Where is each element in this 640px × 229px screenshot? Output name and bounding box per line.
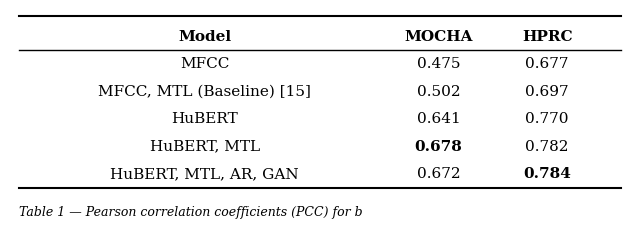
Text: 0.672: 0.672	[417, 167, 460, 181]
Text: 0.782: 0.782	[525, 139, 569, 154]
Text: Table 1 — Pearson correlation coefficients (PCC) for b: Table 1 — Pearson correlation coefficien…	[19, 207, 363, 219]
Text: 0.678: 0.678	[415, 139, 462, 154]
Text: 0.770: 0.770	[525, 112, 569, 126]
Text: HuBERT, MTL, AR, GAN: HuBERT, MTL, AR, GAN	[111, 167, 299, 181]
Text: 0.502: 0.502	[417, 85, 460, 99]
Text: MFCC, MTL (Baseline) [15]: MFCC, MTL (Baseline) [15]	[99, 85, 311, 99]
Text: 0.641: 0.641	[417, 112, 460, 126]
Text: 0.784: 0.784	[524, 167, 571, 181]
Text: 0.677: 0.677	[525, 57, 569, 71]
Text: 0.475: 0.475	[417, 57, 460, 71]
Text: HPRC: HPRC	[522, 30, 573, 44]
Text: 0.697: 0.697	[525, 85, 569, 99]
Text: MOCHA: MOCHA	[404, 30, 473, 44]
Text: HuBERT: HuBERT	[172, 112, 238, 126]
Text: Model: Model	[178, 30, 232, 44]
Text: MFCC: MFCC	[180, 57, 230, 71]
Text: HuBERT, MTL: HuBERT, MTL	[150, 139, 260, 154]
